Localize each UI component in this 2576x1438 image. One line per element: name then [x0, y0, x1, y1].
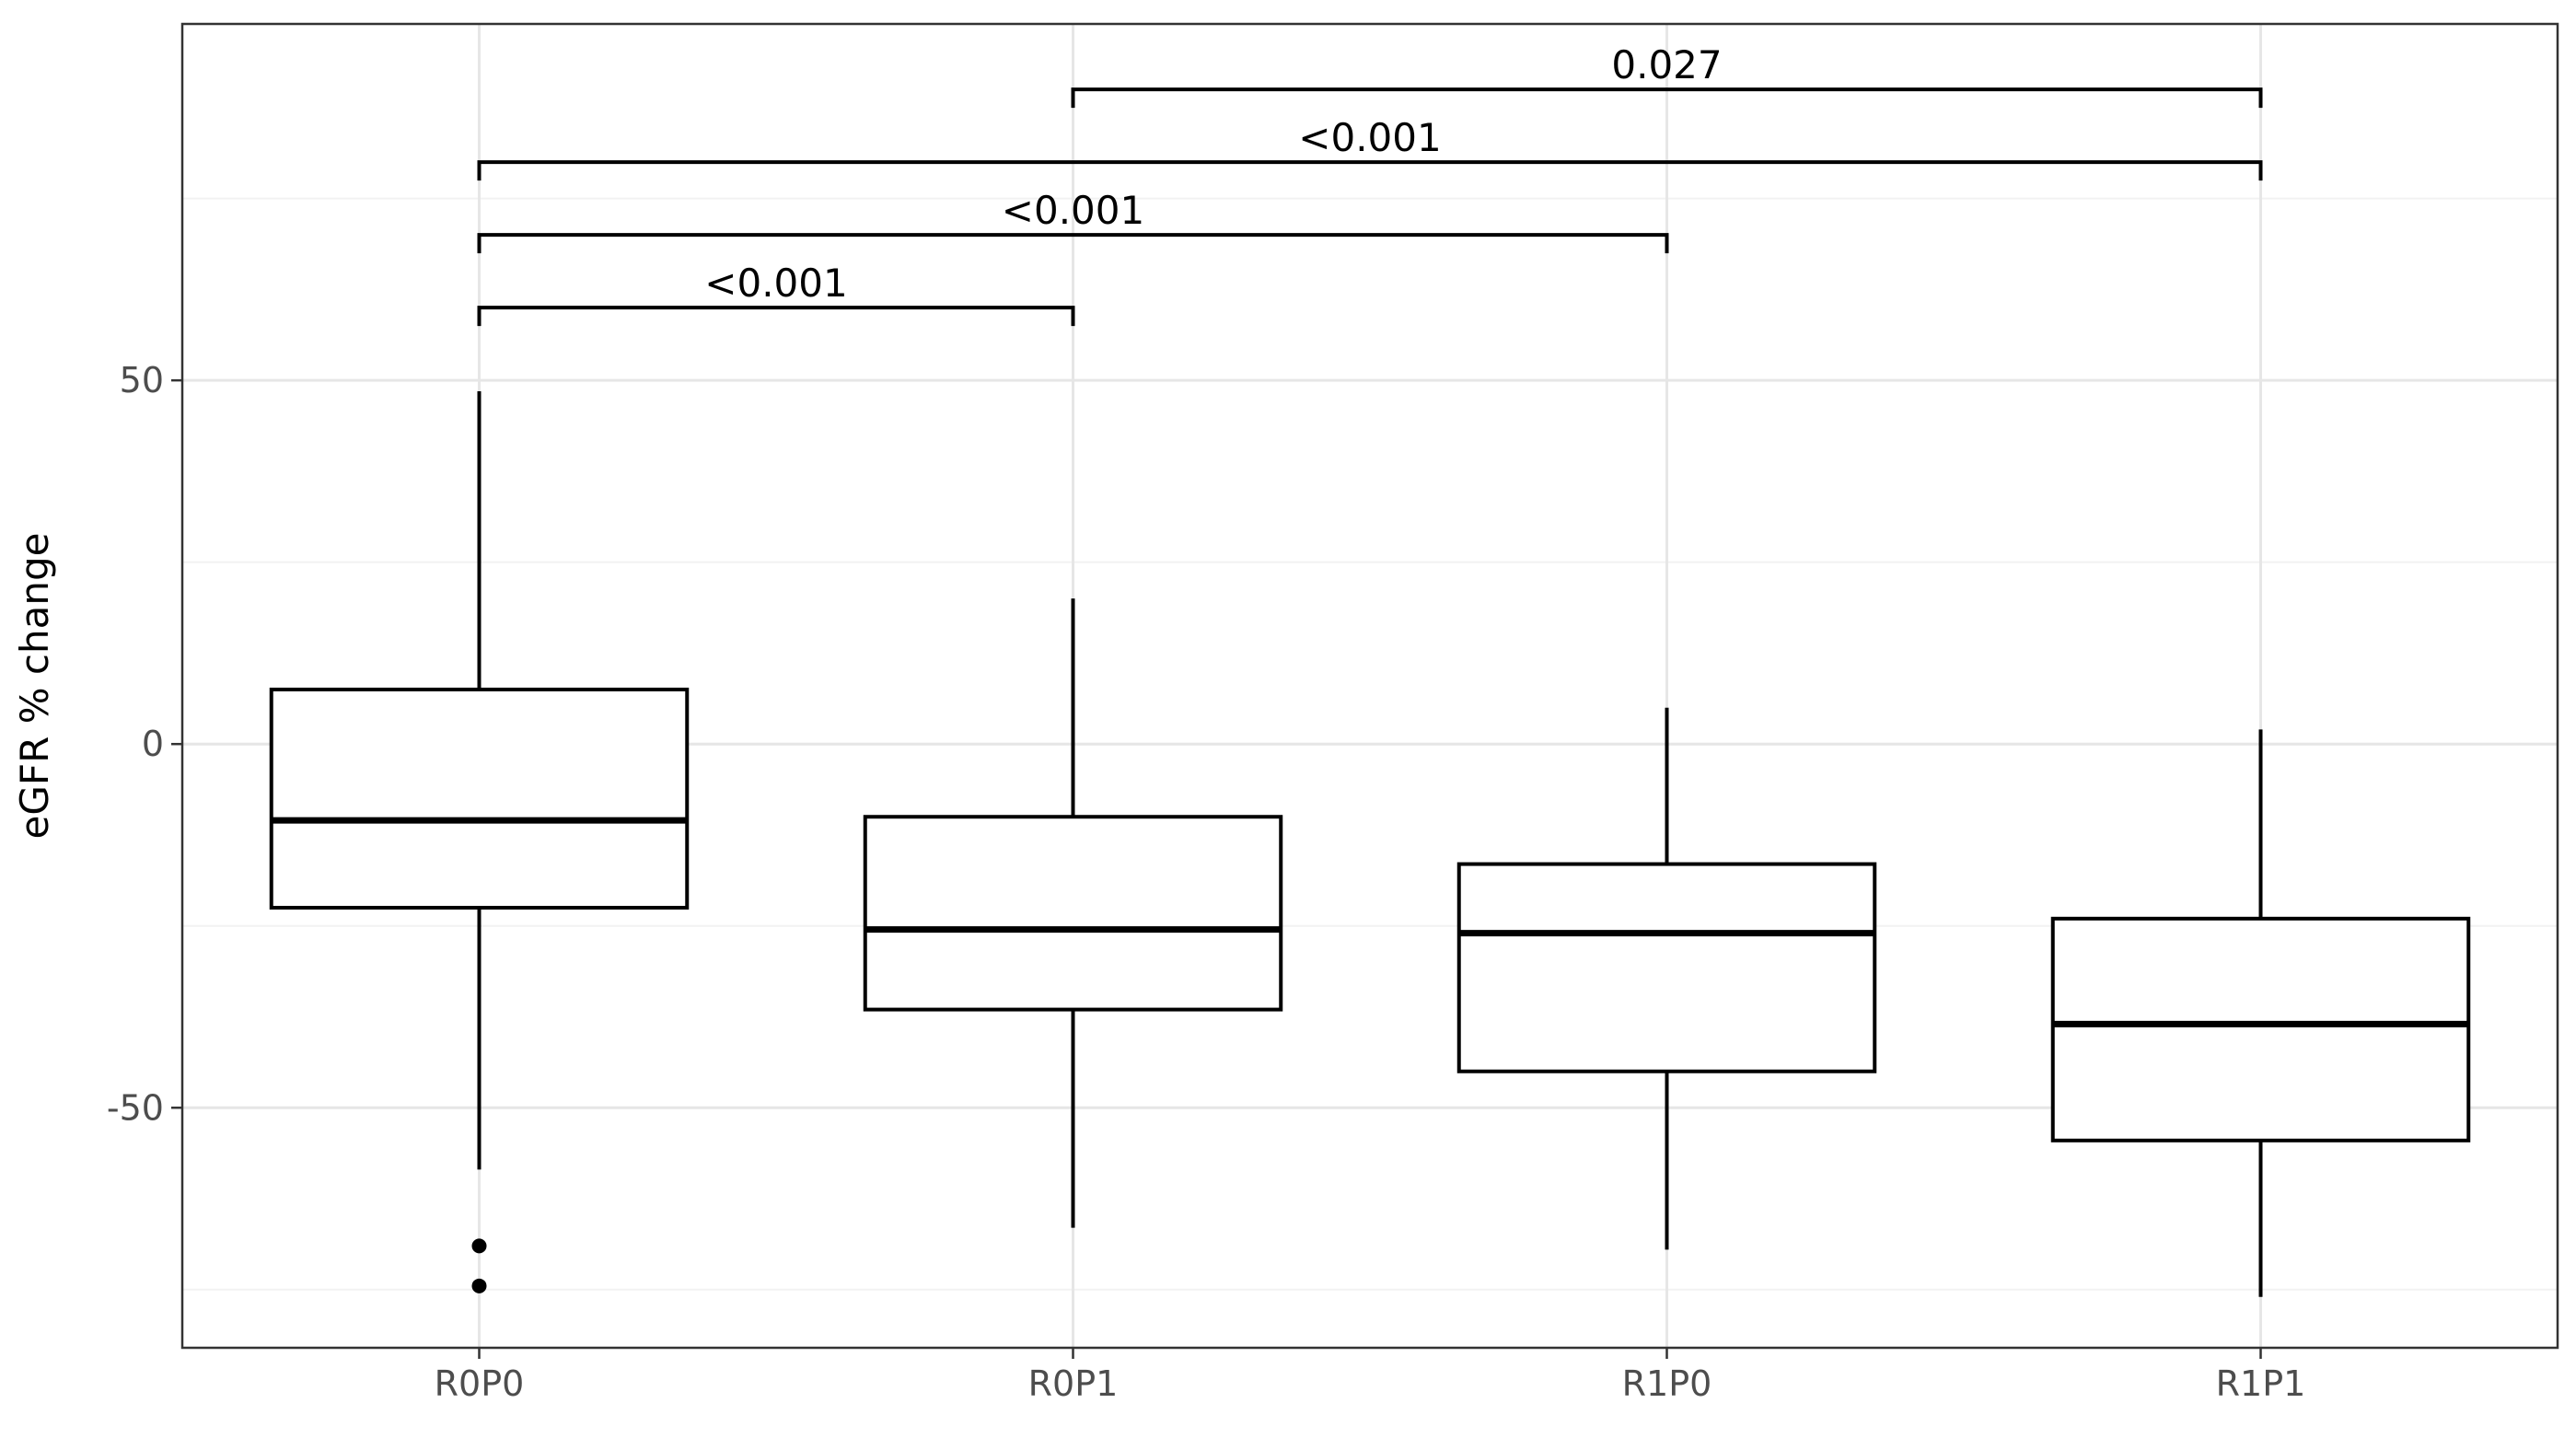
x-tick-label-r0p0: R0P0	[435, 1363, 525, 1404]
comparison-bracket	[477, 160, 2263, 181]
comparison-r0p0-r1p0: <0.001	[477, 188, 1669, 254]
comparison-p-value: 0.027	[1611, 42, 1722, 87]
comparison-p-value: <0.001	[1002, 188, 1144, 233]
panel-border	[180, 22, 2559, 1350]
box-r1p0	[1456, 707, 1877, 1250]
box-r1p1	[2050, 729, 2471, 1297]
axis-layer: 50 0 -50 R0P0 R0P1 R1P0 R1P1	[107, 360, 2305, 1404]
box-iqr	[269, 687, 690, 910]
box-iqr	[863, 815, 1283, 1012]
box-r0p0	[269, 391, 690, 1170]
box-iqr	[1456, 862, 1877, 1073]
box-r0p1	[863, 598, 1283, 1228]
comparison-r0p0-r1p1: <0.001	[477, 115, 2263, 181]
comparison-p-value: <0.001	[704, 261, 847, 306]
y-tick-label: 0	[142, 724, 164, 764]
comparison-r0p0-r0p1: <0.001	[477, 261, 1075, 327]
y-axis-title: eGFR % change	[12, 533, 57, 840]
comparison-bracket	[477, 233, 1669, 254]
comparison-bracket	[1071, 87, 2263, 109]
outlier-point	[471, 1278, 487, 1293]
y-tick-label: -50	[107, 1087, 164, 1128]
box-layer	[269, 391, 2471, 1297]
outlier-point	[471, 1238, 487, 1254]
x-tick-label-r0p1: R0P1	[1028, 1363, 1119, 1404]
comparison-r0p1-r1p1: 0.027	[1071, 42, 2263, 109]
comparison-bracket	[477, 306, 1075, 327]
x-tick-label-r1p0: R1P0	[1622, 1363, 1712, 1404]
box-iqr	[2050, 916, 2471, 1142]
x-tick-label-r1p1: R1P1	[2216, 1363, 2306, 1404]
y-tick-label: 50	[120, 360, 164, 400]
comparison-p-value: <0.001	[1298, 115, 1441, 160]
annotation-layer: <0.001 <0.001 <0.001 0.027	[477, 42, 2263, 327]
